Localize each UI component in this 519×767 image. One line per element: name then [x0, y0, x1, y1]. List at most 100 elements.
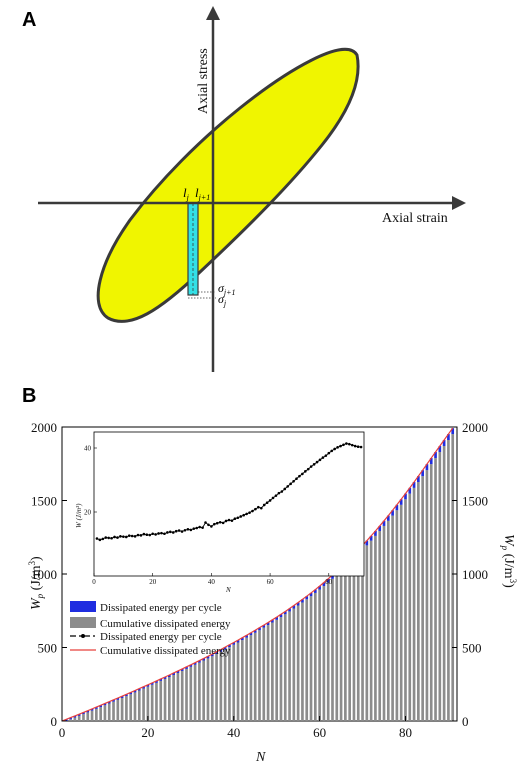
inset-point [221, 521, 225, 525]
cumulative-bar [103, 705, 107, 721]
inset-x-tick-label: 20 [149, 578, 157, 586]
y-axis-title-left: Wp (J/m3) [27, 556, 45, 610]
cumulative-bar [395, 510, 399, 721]
per-cycle-bar [116, 697, 120, 700]
x-tick-label: 60 [313, 725, 326, 740]
per-cycle-bar [404, 493, 407, 500]
cumulative-bar [374, 535, 377, 721]
legend-label-2: Cumulative dissipated energy [100, 618, 231, 630]
x-tick-label: 0 [59, 725, 66, 740]
cumulative-bar [382, 525, 386, 721]
cumulative-bar [429, 464, 433, 721]
per-cycle-bar [275, 617, 279, 620]
cumulative-bar [86, 712, 90, 721]
inset-point [353, 444, 357, 448]
inset-y-tick-label: 40 [84, 445, 92, 453]
label-sigma-j1: σj+1 [218, 281, 236, 297]
per-cycle-bar [331, 575, 334, 579]
inset-point [192, 527, 196, 530]
inset-point [327, 451, 331, 455]
per-cycle-bar [107, 701, 111, 704]
inset-point [271, 496, 275, 500]
per-cycle-bar [318, 586, 321, 590]
inset-point [257, 505, 260, 509]
inset-point [315, 460, 319, 464]
inset-point [230, 519, 234, 522]
cumulative-bar [210, 656, 214, 721]
cumulative-bar [125, 696, 128, 721]
inset-point [110, 536, 113, 540]
per-cycle-bar [382, 520, 386, 526]
cumulative-bar [331, 578, 334, 721]
cumulative-bar [378, 530, 382, 721]
inset-ticks: 0 20 40 60 80 20 40 [84, 445, 333, 587]
cumulative-bar [408, 493, 412, 721]
cumulative-bar [150, 684, 154, 721]
stress-axis-arrow [206, 6, 220, 20]
inset-point [218, 520, 222, 524]
cumulative-bar [421, 476, 424, 721]
per-cycle-bar [77, 714, 81, 716]
cumulative-bar [309, 596, 313, 721]
per-cycle-bar [399, 499, 403, 505]
cumulative-bar [425, 470, 429, 721]
inset-point [210, 525, 213, 528]
inset-point [330, 449, 334, 453]
cumulative-bar [133, 692, 137, 721]
cumulative-bar [155, 682, 158, 721]
inset-point [318, 458, 322, 462]
cumulative-bar [356, 554, 360, 721]
inset-point [154, 533, 157, 536]
cumulative-bar [275, 619, 279, 721]
per-cycle-bar [386, 515, 390, 521]
cumulative-bar [283, 614, 287, 721]
per-cycle-bar [180, 668, 184, 671]
inset-point [304, 470, 307, 473]
y-axis-label-a: Axial stress [196, 48, 211, 114]
per-cycle-bar [189, 664, 193, 667]
per-cycle-bar [279, 614, 283, 618]
inset-point [321, 456, 325, 459]
inset-point [242, 513, 245, 517]
cumulative-bar [232, 644, 236, 721]
cumulative-bar [365, 545, 369, 721]
per-cycle-bar [206, 656, 210, 659]
inset-x-tick-label: 80 [325, 578, 333, 586]
legend-marker-blue [70, 601, 96, 612]
inset-point [312, 463, 316, 466]
cumulative-bar [386, 520, 390, 721]
inset-point [359, 445, 363, 449]
per-cycle-bar [193, 662, 197, 665]
cumulative-bar [438, 452, 442, 721]
per-cycle-bar [120, 696, 124, 698]
cumulative-bar [223, 649, 227, 721]
per-cycle-bar [210, 654, 214, 657]
inset-point [248, 511, 251, 514]
per-cycle-bar [172, 672, 175, 676]
cumulative-bar [198, 662, 201, 721]
cumulative-bar [142, 688, 145, 721]
cumulative-bar [249, 635, 253, 721]
cumulative-bar [339, 571, 343, 721]
inset-point [116, 536, 119, 539]
per-cycle-bar [73, 715, 77, 718]
cumulative-bar [219, 651, 223, 721]
inset-point [204, 521, 207, 524]
cumulative-bar [69, 719, 72, 721]
y-tick-label-right: 0 [462, 714, 469, 729]
cumulative-bar [112, 701, 115, 721]
per-cycle-bar [305, 596, 309, 600]
per-cycle-bar [326, 578, 330, 583]
per-cycle-bar [198, 660, 201, 663]
per-cycle-bar [253, 630, 257, 633]
cumulative-bar [168, 677, 171, 721]
per-cycle-bar [202, 658, 206, 661]
inset-point [309, 465, 313, 468]
inset-x-axis-title: N [225, 586, 231, 594]
inset-point [339, 444, 342, 448]
inset-point [122, 535, 125, 538]
label-l-j: lj [183, 185, 190, 202]
cumulative-bar [447, 440, 450, 721]
y-tick-label-left: 1500 [31, 494, 57, 509]
